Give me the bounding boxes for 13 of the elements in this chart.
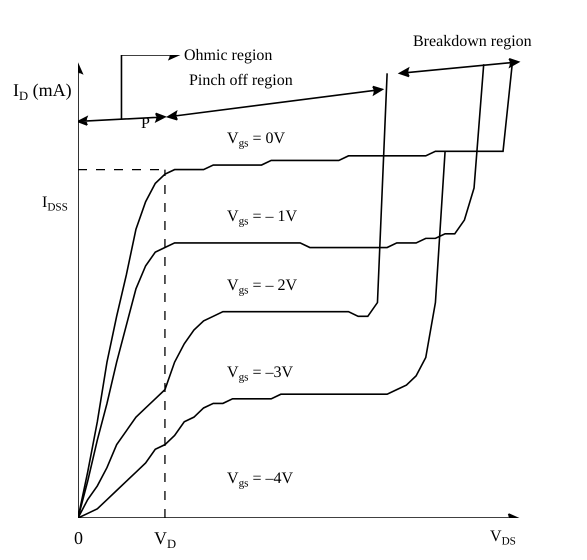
series-label: V$_{gs}$ = – 1V [227, 208, 298, 228]
annotation: Ohmic region [184, 47, 272, 64]
series-label: V$_{gs}$ = – 2V [227, 277, 298, 296]
x-axis-title: V$_{DS}$ [490, 528, 516, 548]
y-axis-title: I$_{D}$ (mA) [13, 80, 72, 103]
series-label: V$_{gs}$ = 0V [227, 130, 286, 150]
x-tick-label: 0 [74, 528, 83, 548]
series-label: V$_{gs}$ = –3V [227, 364, 294, 384]
annotation: Pinch off region [189, 72, 293, 89]
ref-line-label: I$_{DSS}$ [42, 194, 68, 214]
text: Breakdown region [413, 33, 532, 50]
x-tick-label: V$_{D}$ [154, 528, 176, 551]
annotation: V$_{gs}$ = –4V [227, 470, 294, 490]
